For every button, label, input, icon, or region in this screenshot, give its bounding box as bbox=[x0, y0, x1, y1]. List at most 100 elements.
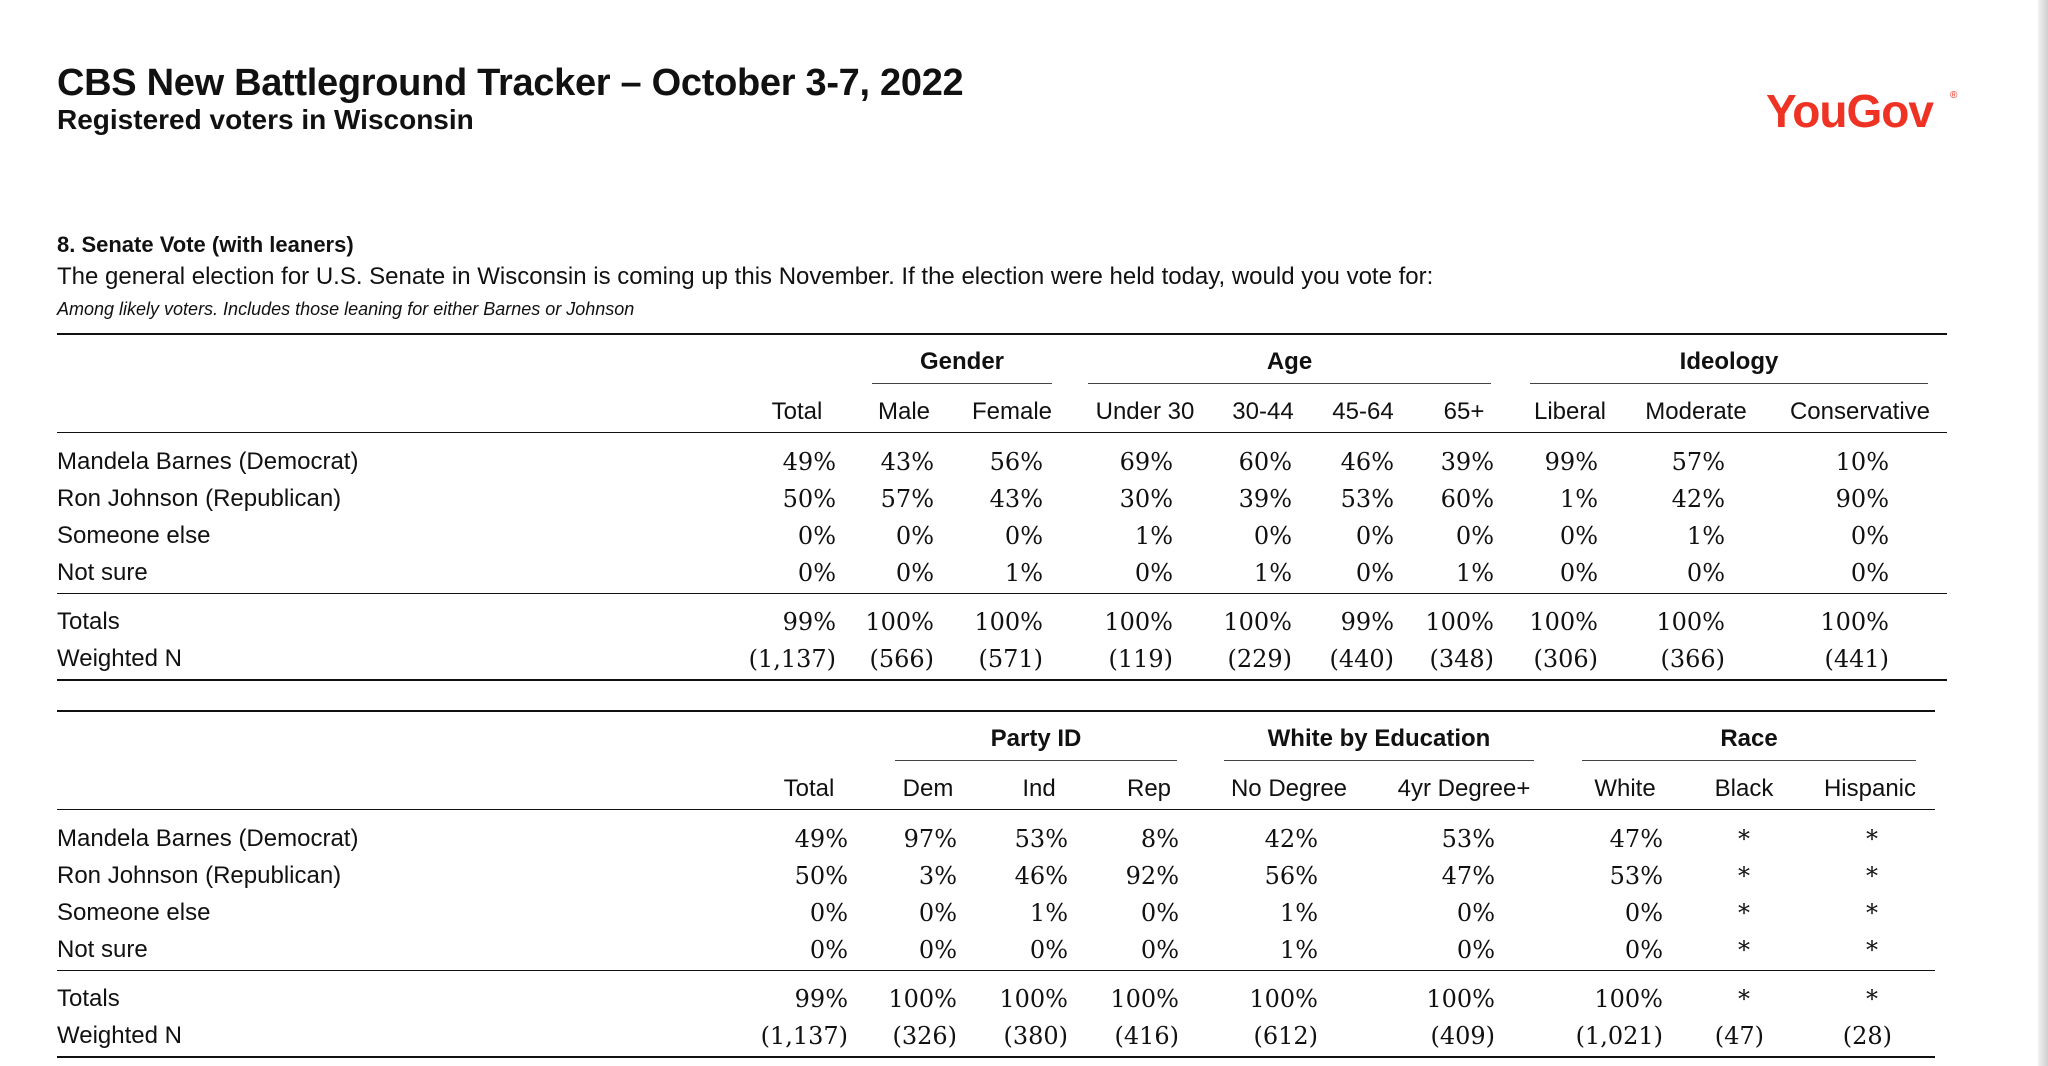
row-label-weighted-n: Weighted N bbox=[57, 1022, 182, 1049]
table-cell: 0% bbox=[918, 936, 957, 964]
table-cell: * bbox=[1738, 825, 1750, 853]
table-cell: 1% bbox=[1559, 485, 1598, 513]
page-edge bbox=[2038, 0, 2048, 1066]
group-rule-party-id bbox=[895, 760, 1177, 761]
table-cell: 100% bbox=[1820, 608, 1889, 636]
column-header: Liberal bbox=[1533, 398, 1607, 425]
table-cell: (571) bbox=[978, 645, 1043, 673]
table-cell: * bbox=[1738, 936, 1750, 964]
table-cell: 0% bbox=[1029, 936, 1068, 964]
table-cell: * bbox=[1866, 985, 1878, 1013]
table-cell: 42% bbox=[1671, 485, 1725, 513]
header-rule bbox=[57, 809, 1935, 810]
table-cell: 100% bbox=[1594, 985, 1663, 1013]
table-cell: 99% bbox=[1544, 448, 1598, 476]
table-cell: * bbox=[1866, 862, 1878, 890]
group-rule-age bbox=[1088, 383, 1491, 384]
table-cell: (409) bbox=[1430, 1022, 1495, 1050]
table-cell: 0% bbox=[1140, 899, 1179, 927]
table-cell: (1,021) bbox=[1575, 1022, 1663, 1050]
table-cell: 1% bbox=[1029, 899, 1068, 927]
table-cell: 0% bbox=[1455, 522, 1494, 550]
table-cell: 100% bbox=[888, 985, 957, 1013]
column-header: Rep bbox=[1126, 775, 1172, 802]
table-cell: 100% bbox=[1104, 608, 1173, 636]
table-cell: (348) bbox=[1429, 645, 1494, 673]
group-header-gender: Gender bbox=[919, 348, 1005, 375]
table-cell: 0% bbox=[1559, 559, 1598, 587]
table-cell: 100% bbox=[1249, 985, 1318, 1013]
table-cell: 60% bbox=[1238, 448, 1292, 476]
table-cell: 100% bbox=[999, 985, 1068, 1013]
row-label-not-sure: Not sure bbox=[57, 559, 148, 586]
table-cell: 0% bbox=[1355, 559, 1394, 587]
table-top-rule bbox=[57, 333, 1947, 335]
table-bottom-rule bbox=[57, 679, 1947, 681]
table-cell: (416) bbox=[1114, 1022, 1179, 1050]
table-cell: 43% bbox=[880, 448, 934, 476]
question-note: Among likely voters. Includes those lean… bbox=[57, 299, 635, 319]
table-cell: 1% bbox=[1004, 559, 1043, 587]
table-cell: 0% bbox=[1456, 936, 1495, 964]
table-cell: 43% bbox=[989, 485, 1043, 513]
row-label-someone-else: Someone else bbox=[57, 522, 211, 549]
table-cell: * bbox=[1866, 825, 1878, 853]
table-cell: 49% bbox=[782, 448, 836, 476]
group-rule-white-by-education bbox=[1224, 760, 1534, 761]
table-cell: 50% bbox=[782, 485, 836, 513]
table-cell: 100% bbox=[1223, 608, 1292, 636]
column-header: 45-64 bbox=[1332, 398, 1394, 425]
table-cell: 1% bbox=[1253, 559, 1292, 587]
table-cell: 97% bbox=[903, 825, 957, 853]
row-label-totals: Totals bbox=[57, 985, 120, 1012]
column-header: Moderate bbox=[1645, 398, 1747, 425]
table-cell: 100% bbox=[974, 608, 1043, 636]
totals-rule bbox=[57, 970, 1935, 971]
column-header: Conservative bbox=[1789, 398, 1931, 425]
table-cell: 46% bbox=[1014, 862, 1068, 890]
table-cell: 0% bbox=[1624, 936, 1663, 964]
table-cell: * bbox=[1866, 936, 1878, 964]
table-cell: 0% bbox=[1253, 522, 1292, 550]
table-cell: 0% bbox=[797, 522, 836, 550]
row-label-totals: Totals bbox=[57, 608, 120, 635]
table-cell: 0% bbox=[1850, 522, 1889, 550]
table-bottom-rule bbox=[57, 1056, 1935, 1058]
column-header: No Degree bbox=[1230, 775, 1348, 802]
column-header: 4yr Degree+ bbox=[1397, 775, 1531, 802]
table-cell: (612) bbox=[1253, 1022, 1318, 1050]
group-header-age: Age bbox=[1266, 348, 1313, 375]
yougov-logo: YouGov bbox=[1766, 85, 1934, 137]
registered-mark: ® bbox=[1950, 90, 1958, 101]
column-header: Total bbox=[771, 398, 823, 425]
table-cell: (566) bbox=[869, 645, 934, 673]
table-cell: (229) bbox=[1227, 645, 1292, 673]
group-header-white-by-education: White by Education bbox=[1267, 725, 1491, 752]
table-cell: (119) bbox=[1108, 645, 1173, 673]
table-cell: 47% bbox=[1441, 862, 1495, 890]
table-cell: (47) bbox=[1714, 1022, 1764, 1050]
group-header-race: Race bbox=[1720, 725, 1778, 752]
table-cell: 0% bbox=[895, 522, 934, 550]
question-text: The general election for U.S. Senate in … bbox=[57, 263, 1434, 290]
header-rule bbox=[57, 432, 1947, 433]
row-label-barnes: Mandela Barnes (Democrat) bbox=[57, 825, 359, 852]
table-cell: 0% bbox=[918, 899, 957, 927]
column-header: Under 30 bbox=[1095, 398, 1195, 425]
table-cell: 0% bbox=[1559, 522, 1598, 550]
table-cell: 1% bbox=[1134, 522, 1173, 550]
table-cell: 0% bbox=[1140, 936, 1179, 964]
table-cell: 50% bbox=[794, 862, 848, 890]
table-cell: 0% bbox=[1686, 559, 1725, 587]
table-cell: 56% bbox=[989, 448, 1043, 476]
table-cell: (380) bbox=[1003, 1022, 1068, 1050]
totals-rule bbox=[57, 593, 1947, 594]
table-cell: 42% bbox=[1264, 825, 1318, 853]
table-cell: (441) bbox=[1824, 645, 1889, 673]
table-cell: 60% bbox=[1440, 485, 1494, 513]
table-cell: 56% bbox=[1264, 862, 1318, 890]
table-top-rule bbox=[57, 710, 1935, 712]
column-header: Hispanic bbox=[1823, 775, 1917, 802]
table-cell: 0% bbox=[809, 936, 848, 964]
group-rule-race bbox=[1582, 760, 1916, 761]
